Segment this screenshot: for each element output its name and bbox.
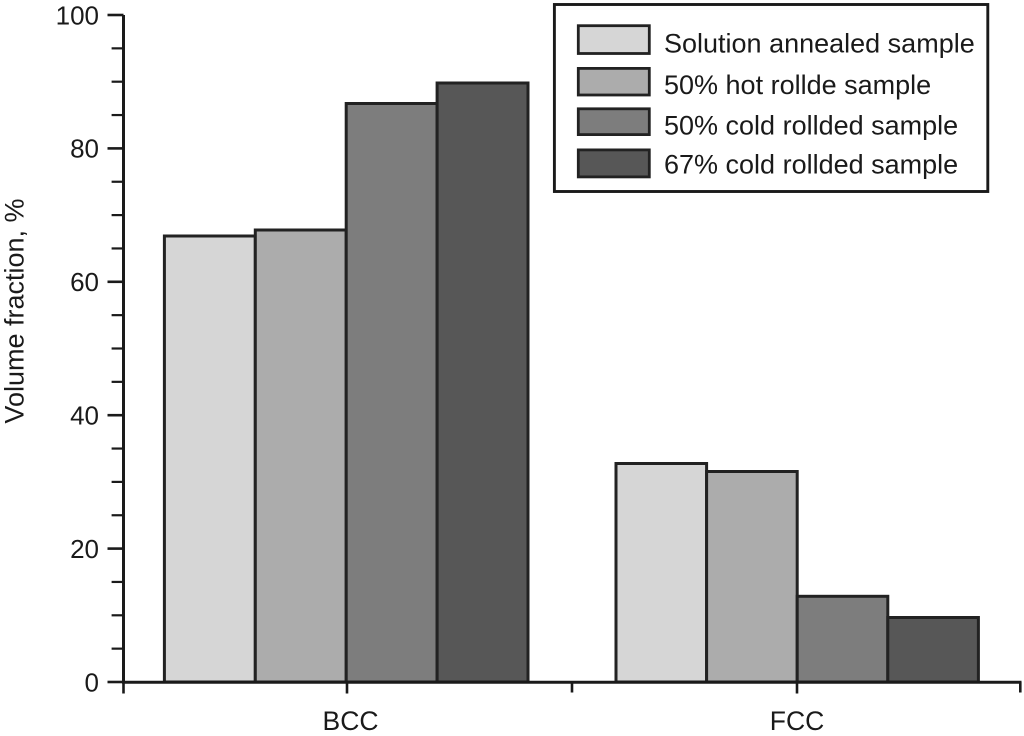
svg-text:FCC: FCC: [770, 706, 824, 736]
svg-text:60: 60: [70, 267, 99, 297]
svg-text:0: 0: [85, 667, 99, 697]
svg-text:100: 100: [56, 0, 99, 30]
svg-text:20: 20: [70, 534, 99, 564]
svg-text:BCC: BCC: [323, 706, 379, 736]
svg-text:Solution annealed sample: Solution annealed sample: [664, 28, 975, 58]
svg-text:67% cold rollded sample: 67% cold rollded sample: [664, 150, 958, 180]
svg-text:Volume fraction, %: Volume fraction, %: [0, 198, 30, 423]
svg-text:40: 40: [70, 401, 99, 431]
svg-text:50% cold rollded sample: 50% cold rollded sample: [664, 111, 958, 141]
svg-text:80: 80: [70, 134, 99, 164]
svg-text:50% hot rollde sample: 50% hot rollde sample: [664, 70, 931, 100]
